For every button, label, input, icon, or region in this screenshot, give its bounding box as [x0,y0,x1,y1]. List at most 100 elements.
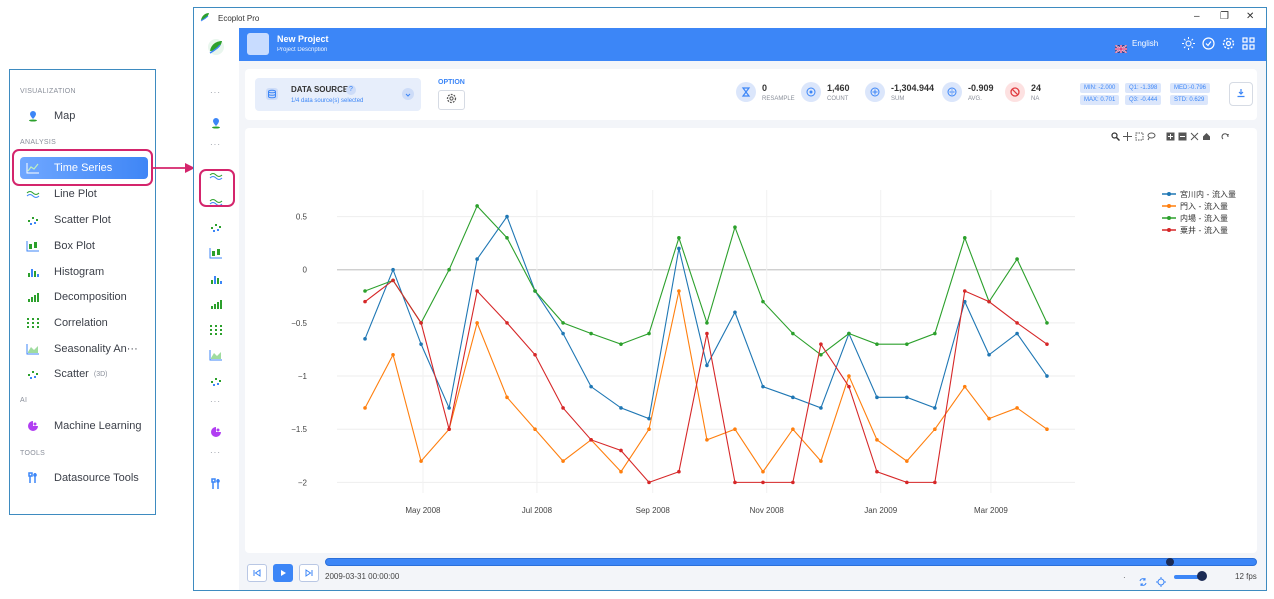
data-point [733,480,737,485]
gear-icon [446,91,457,109]
target-icon [801,82,821,102]
timeline-handle[interactable] [1166,558,1174,566]
histogram-icon[interactable] [209,272,223,286]
data-point [475,321,479,325]
y-tick-label: −1.5 [291,425,307,434]
menu-item-seasonality[interactable]: Seasonality An··· [20,338,148,360]
decomposition-icon[interactable] [209,297,223,311]
project-description[interactable]: Project Description [277,47,328,53]
time-series-icon[interactable] [209,169,223,183]
data-point [1045,374,1049,378]
datasource-tools-icon[interactable] [209,477,223,491]
data-point [619,342,623,346]
machine-learning-icon[interactable] [209,425,223,439]
project-title[interactable]: New Project [277,34,329,44]
zoom-in-icon[interactable] [1166,132,1175,141]
lasso-select-icon[interactable] [1147,132,1156,141]
spike-lines-icon[interactable] [1221,132,1230,141]
menu-item-map[interactable]: Map [20,105,148,127]
data-point [705,321,709,325]
menu-item-line-plot[interactable]: Line Plot [20,183,148,205]
window-title: Ecoplot Pro [218,13,260,23]
data-point [647,480,651,485]
data-point [619,469,623,474]
scatter-plot-icon [26,213,40,227]
data-point [791,427,795,432]
settings-gear-icon[interactable] [1222,37,1235,55]
autoscale-icon[interactable] [1190,132,1199,141]
data-point [419,321,423,325]
timeline-slider[interactable] [325,558,1257,566]
uk-flag-icon [1114,40,1128,58]
data-point [677,289,681,293]
menu-item-scatter-3d[interactable]: Scatter (3D) [20,363,148,385]
play-button[interactable] [273,564,293,582]
current-timestamp: 2009-03-31 00:00:00 [325,572,400,581]
zoom-icon[interactable] [1111,132,1120,141]
pan-icon[interactable] [1123,132,1132,141]
skip-back-button[interactable] [247,564,267,582]
data-point [561,406,565,410]
home-reset-icon[interactable] [1202,132,1211,141]
data-point [733,225,737,230]
data-point [987,416,991,421]
map-pin-icon[interactable] [209,116,223,130]
minimize-button[interactable]: – [1194,11,1200,22]
menu-item-decomposition[interactable]: Decomposition [20,286,148,308]
speed-slider-handle[interactable] [1197,571,1207,581]
database-icon [265,87,279,106]
chevron-down-icon[interactable] [402,88,414,100]
language-selector[interactable]: English [1132,39,1159,48]
theme-sun-icon[interactable] [1182,37,1195,55]
data-point [962,384,967,389]
zoom-out-icon[interactable] [1178,132,1187,141]
menu-item-machine-learning[interactable]: Machine Learning [20,415,148,437]
skip-forward-button[interactable] [299,564,319,582]
chart-panel: 0.5 0 −0.5 −1 −1.5 −2 May 2008 Jul 2008 Sep 2008… [245,128,1257,553]
scatter-plot-icon[interactable] [209,220,223,234]
check-circle-icon[interactable] [1202,37,1215,55]
data-point [589,384,593,389]
close-button[interactable]: ✕ [1246,11,1255,22]
machine-learning-icon [26,419,40,433]
scatter-3d-icon[interactable] [209,374,223,388]
datasource-selector[interactable]: DATA SOURCE ? 1/4 data source(s) selecte… [255,78,421,111]
box-plot-icon[interactable] [209,246,223,260]
x-tick-label: Sep 2008 [636,506,671,515]
loop-icon[interactable] [1138,574,1148,590]
box-plot-icon [26,239,40,253]
restore-button[interactable]: ❐ [1220,11,1229,22]
menu-item-datasource-tools[interactable]: Datasource Tools [20,467,148,489]
stat-value: -0.909 [968,83,994,93]
project-thumbnail[interactable] [247,33,269,55]
title-bar: Ecoplot Pro – ❐ ✕ [194,8,1266,28]
menu-item-label: Decomposition [54,291,127,303]
box-select-icon[interactable] [1135,132,1144,141]
decomposition-icon [26,290,40,304]
menu-item-box-plot[interactable]: Box Plot [20,235,148,257]
menu-item-time-series[interactable]: Time Series [20,157,148,179]
y-tick-label: −2 [298,478,308,487]
data-point [475,289,479,293]
datasource-count: 1/4 data source(s) selected [291,98,364,104]
data-point [905,342,909,346]
seasonality-icon[interactable] [209,348,223,362]
speed-slider[interactable] [1174,575,1206,579]
menu-item-scatter-plot[interactable]: Scatter Plot [20,209,148,231]
help-badge[interactable]: ? [346,85,356,95]
time-series-icon [26,161,40,175]
highlight-frame [12,149,153,186]
menu-item-histogram[interactable]: Histogram [20,261,148,283]
correlation-icon[interactable] [209,323,223,337]
menu-item-correlation[interactable]: Correlation [20,312,148,334]
grid-apps-icon[interactable] [1242,37,1255,55]
section-analysis: ANALYSIS [20,139,57,146]
menu-item-label: Map [54,110,76,122]
datasource-title: DATA SOURCE [291,85,349,94]
download-button[interactable] [1229,82,1253,106]
option-settings-button[interactable] [438,90,465,110]
time-series-chart[interactable]: 0.5 0 −0.5 −1 −1.5 −2 May 2008 Jul 2008 Sep 2008… [245,128,1257,553]
data-point [705,331,709,336]
stat-value: 24 [1031,83,1042,93]
play-icon [279,564,287,582]
